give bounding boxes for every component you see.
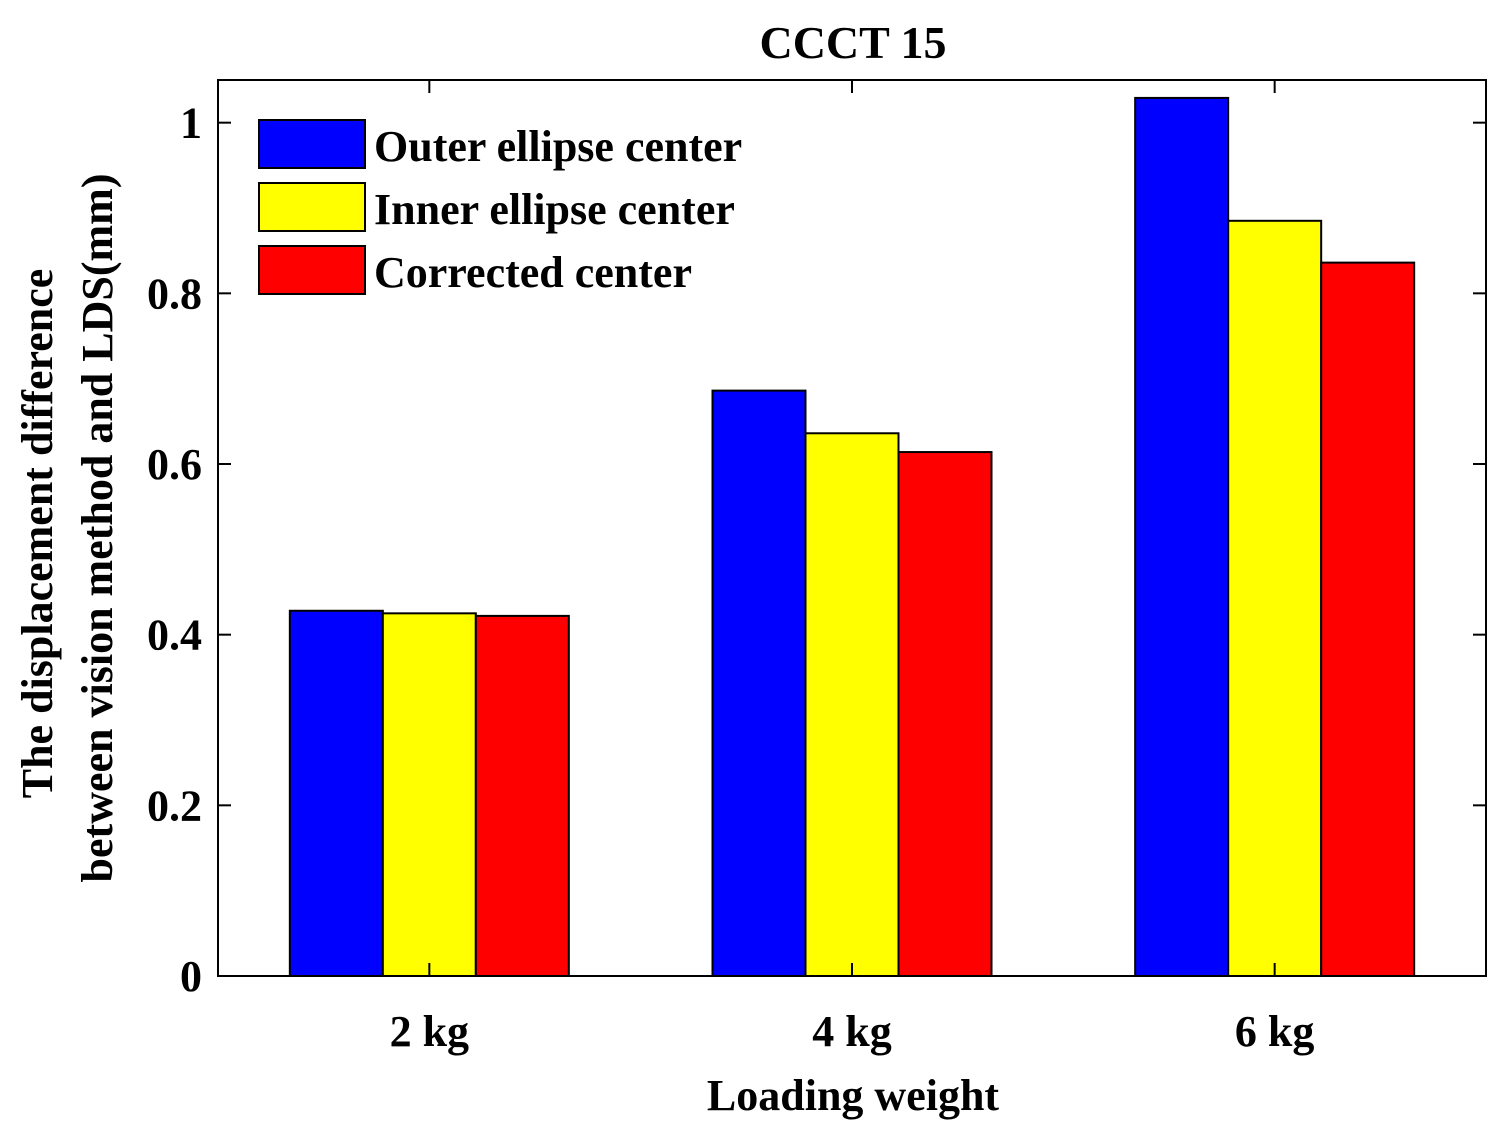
- legend-swatch: [258, 182, 366, 232]
- y-tick-label: 1: [180, 99, 202, 148]
- x-tick-label: 4 kg: [812, 1007, 891, 1056]
- y-tick-label: 0: [180, 952, 202, 1001]
- bar-inner-ellipse-center-4kg: [804, 432, 900, 977]
- y-axis-label-line-2: between vision method and LDS(mm): [73, 174, 122, 883]
- ticks-group: 0 0.2 0.4 0.6 0.8 1 2 kg 4 kg 6 kg: [147, 80, 1486, 1056]
- legend-swatch: [258, 245, 366, 295]
- x-tick-label: 2 kg: [390, 1007, 469, 1056]
- bar-inner-ellipse-center-6kg: [1227, 219, 1323, 978]
- legend-swatch: [258, 119, 366, 169]
- legend-label: Outer ellipse center: [374, 122, 742, 171]
- y-tick-label: 0.2: [147, 781, 202, 830]
- y-tick-label: 0.8: [147, 269, 202, 318]
- bar-outer-ellipse-center-2kg: [288, 609, 384, 977]
- bar-outer-ellipse-center-6kg: [1134, 96, 1230, 978]
- bar-corrected-center-6kg: [1320, 261, 1416, 977]
- bars-group: [288, 96, 1416, 978]
- y-tick-label: 0.4: [147, 611, 202, 660]
- y-tick-label: 0.6: [147, 440, 202, 489]
- chart-title: CCCT 15: [759, 17, 946, 68]
- x-tick-label: 6 kg: [1235, 1007, 1314, 1056]
- bar-corrected-center-4kg: [897, 451, 993, 977]
- x-axis-label: Loading weight: [707, 1071, 1000, 1120]
- bar-outer-ellipse-center-4kg: [711, 389, 807, 977]
- bar-corrected-center-2kg: [474, 614, 570, 977]
- bar-inner-ellipse-center-2kg: [381, 612, 477, 977]
- y-axis-label-line-1: The displacement difference: [13, 269, 62, 799]
- y-axis-label: The displacement difference between visi…: [13, 174, 122, 883]
- legend: Outer ellipse center Inner ellipse center…: [258, 119, 742, 297]
- legend-label: Inner ellipse center: [374, 185, 735, 234]
- legend-label: Corrected center: [374, 248, 692, 297]
